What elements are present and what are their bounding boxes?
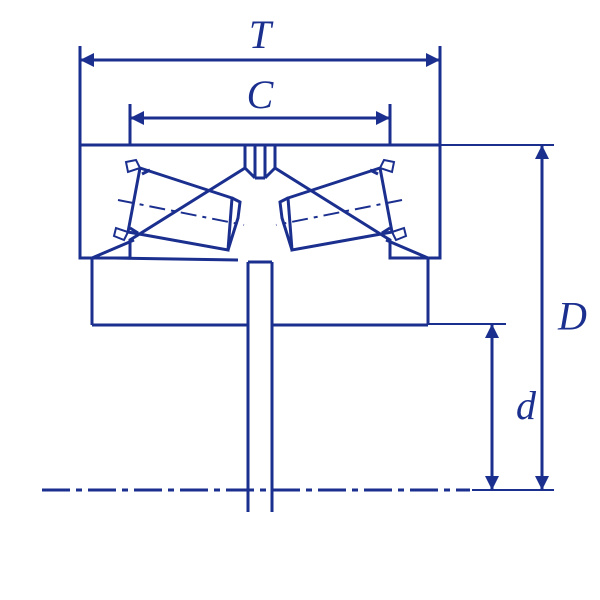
bearing-cross-section-diagram: TCdD — [0, 0, 600, 600]
roller-axis-right — [276, 200, 402, 225]
cup-left — [80, 145, 245, 258]
label-d: d — [516, 383, 537, 428]
roller-axis-left — [118, 200, 244, 225]
label-T: T — [249, 12, 274, 57]
label-D: D — [557, 294, 587, 339]
cup-right — [275, 145, 440, 258]
label-C: C — [247, 72, 275, 117]
